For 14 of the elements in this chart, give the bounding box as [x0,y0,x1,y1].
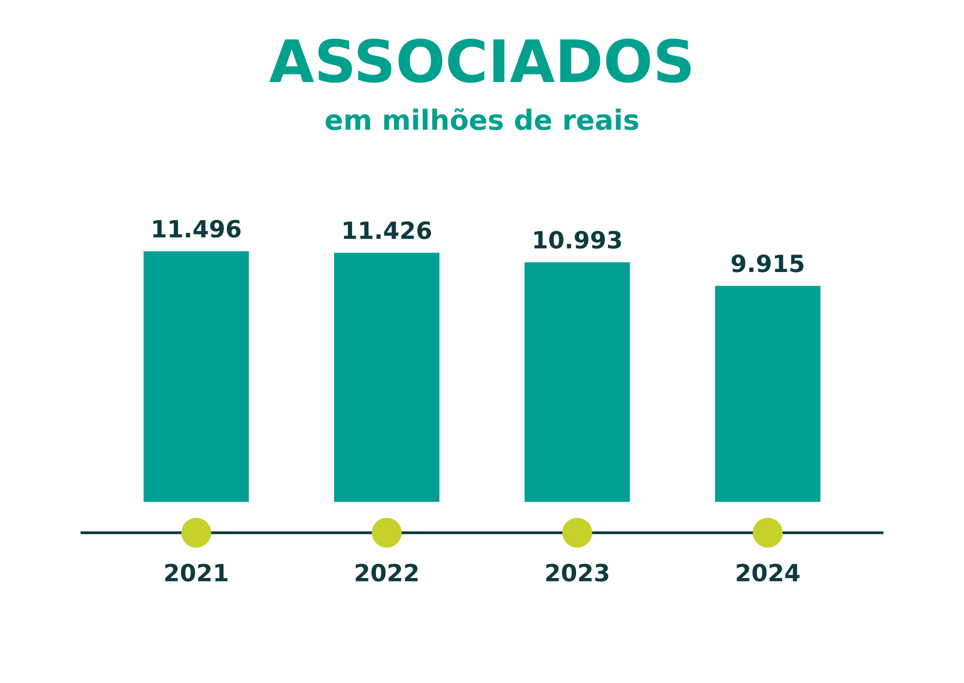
x-tick-label: 2023 [546,564,608,582]
bar [332,251,441,504]
data-label: 10.993 [534,230,621,249]
data-label: 11.426 [344,221,432,240]
bar [142,250,250,504]
x-tick-label: 2021 [165,564,228,582]
data-label: 11.496 [153,220,241,238]
x-tick-label: 2022 [356,564,418,582]
x-tick-label: 2024 [736,564,800,582]
chart-title: ASSOCIADOS [269,38,691,83]
data-label: 9.915 [732,254,804,272]
chart-subtitle: em milhões de reais [326,108,638,130]
bar [523,260,632,504]
bar [714,284,822,504]
